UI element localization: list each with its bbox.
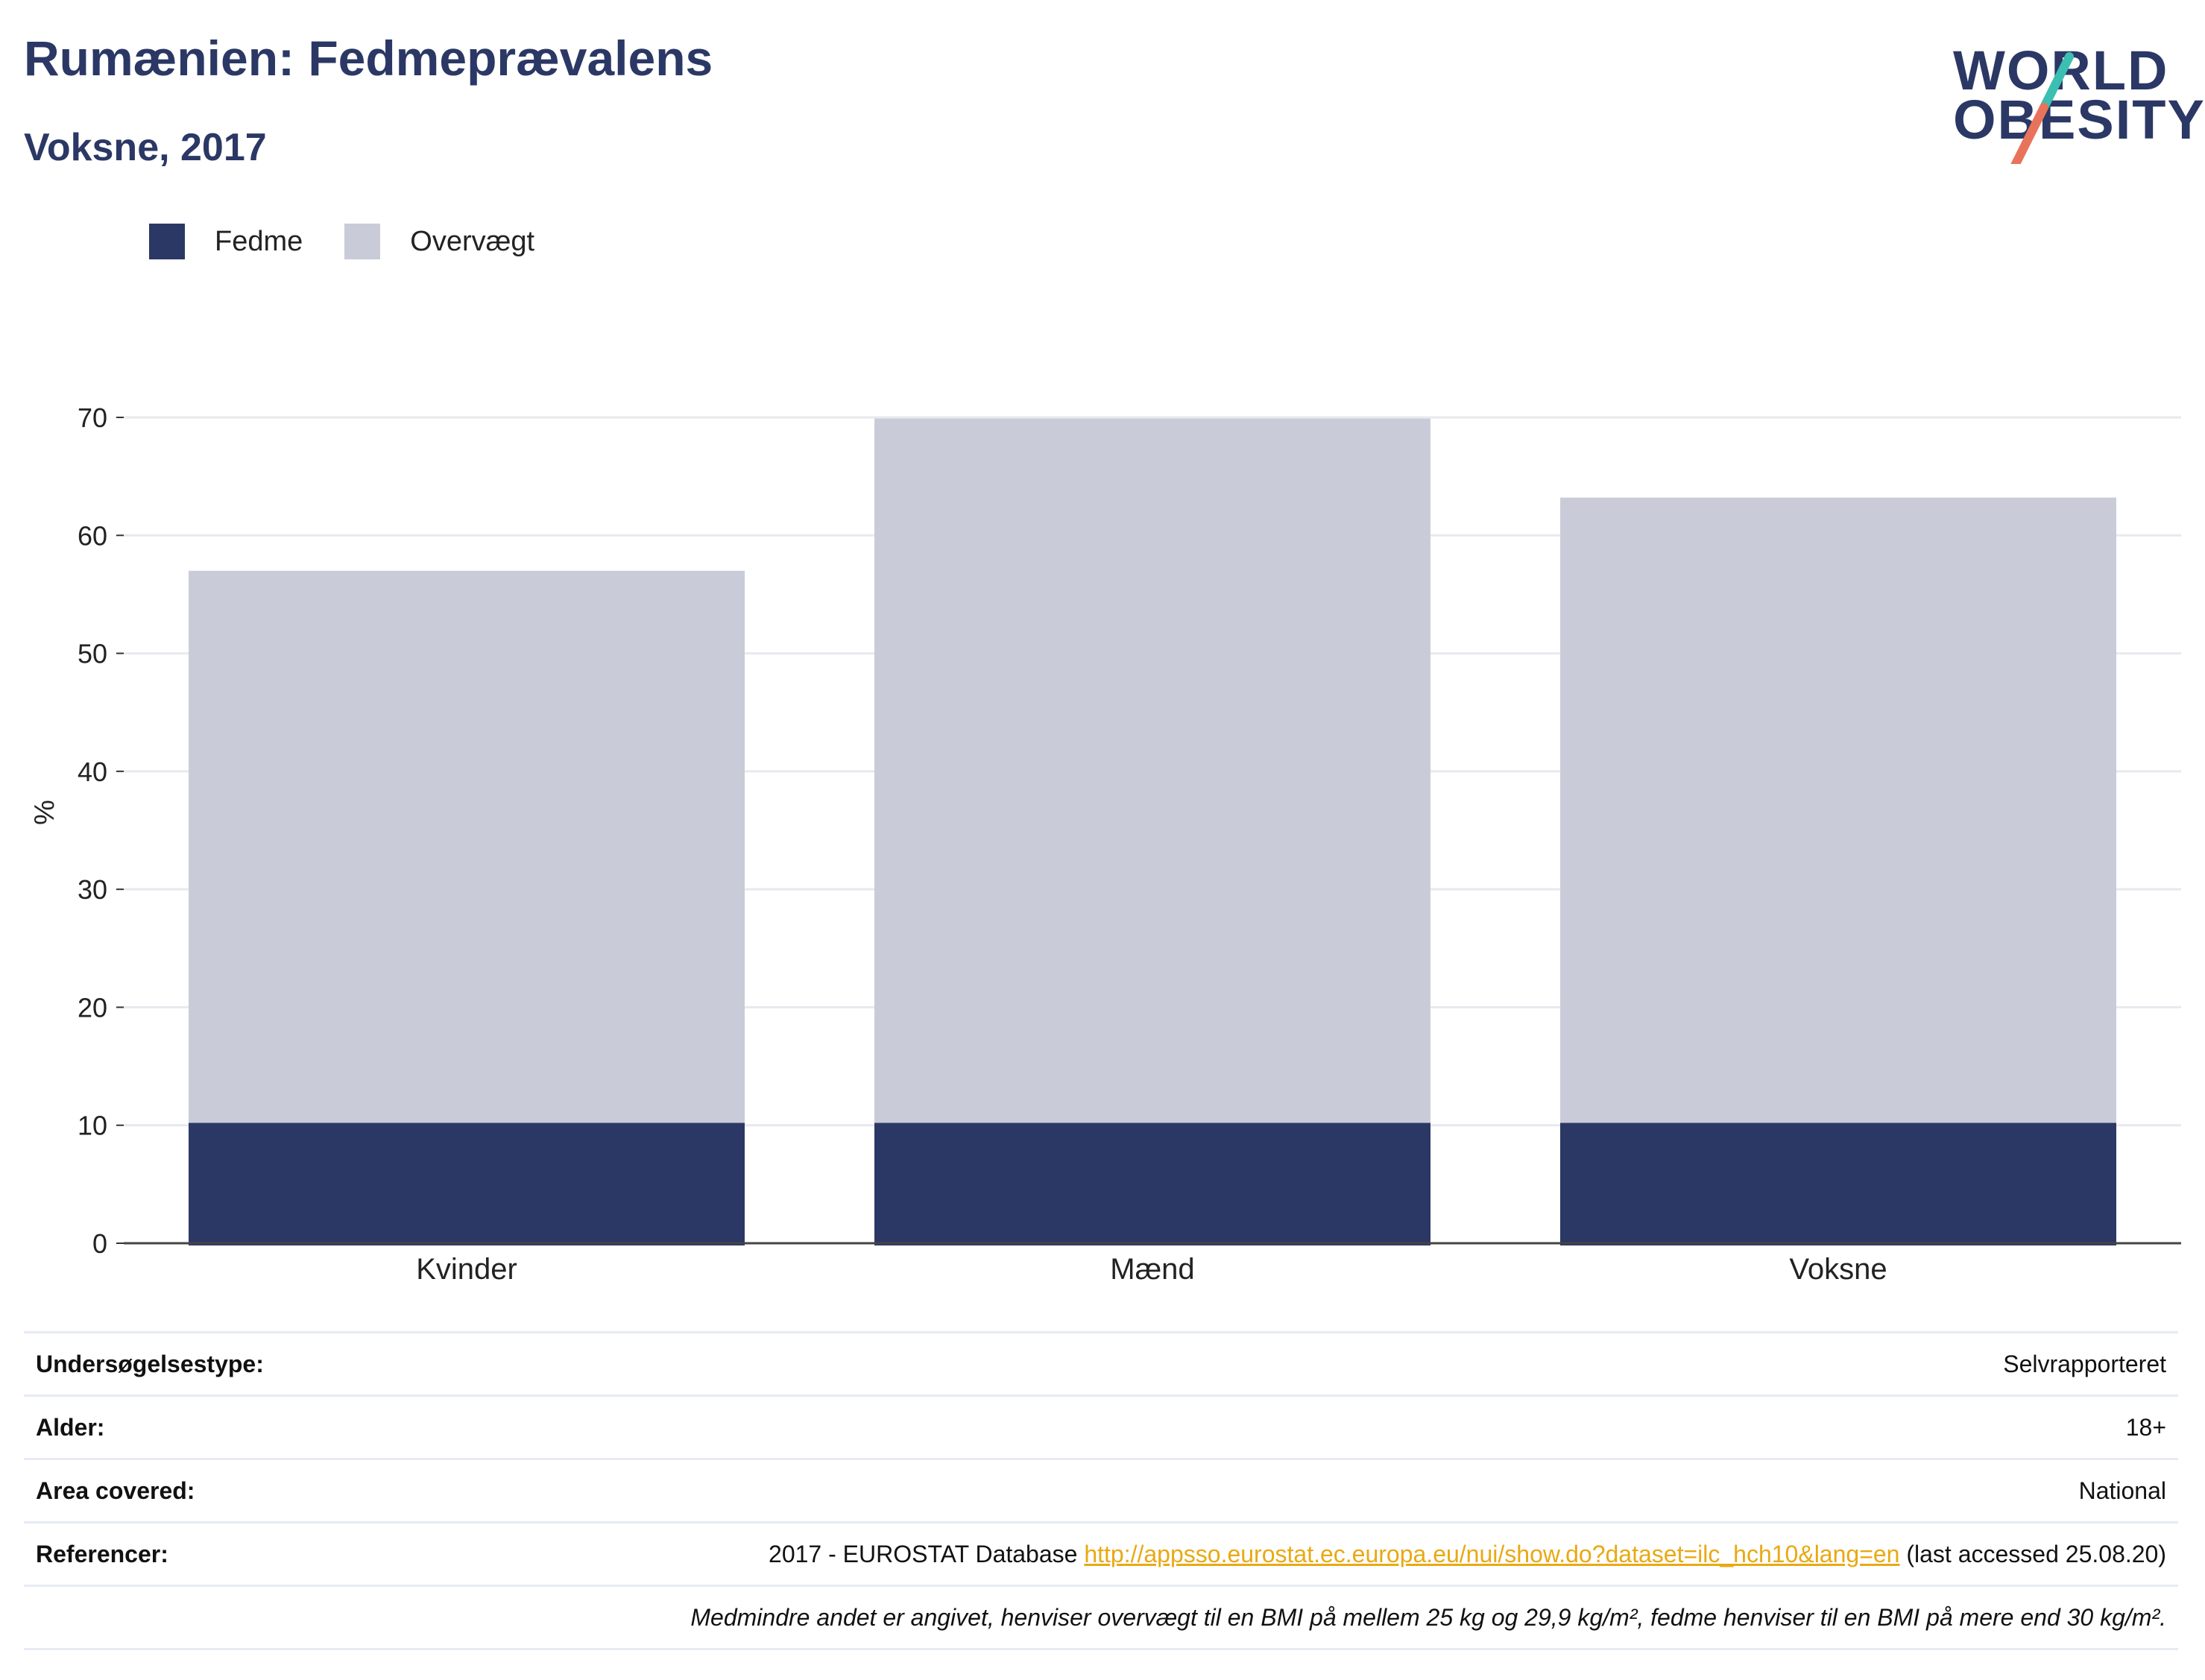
info-row-survey-type: Undersøgelsestype: Selvrapporteret [24,1331,2178,1395]
logo-slash-icon [2010,52,2074,164]
y-tick-label: 20 [78,992,107,1023]
logo-line-2: OBESITY [1953,89,2205,151]
info-table: Undersøgelsestype: Selvrapporteret Alder… [24,1331,2178,1650]
y-tick-label: 70 [78,402,107,433]
legend-item-overvaegt[interactable]: Overvægt [344,224,534,259]
info-row-note: Medmindre andet er angivet, henviser ove… [24,1585,2178,1650]
y-tick-label: 0 [92,1228,107,1259]
info-value-references: 2017 - EUROSTAT Database http://appsso.e… [769,1541,2178,1568]
x-tick-label: Kvinder [416,1253,517,1286]
legend-label-fedme: Fedme [215,225,303,257]
info-row-references: Referencer: 2017 - EUROSTAT Database htt… [24,1521,2178,1585]
bar-overv-gt-voksne [1560,497,2116,1245]
world-obesity-logo: WORLD OBESITY [1938,30,2204,164]
y-axis-label: % [29,800,60,825]
info-value-age: 18+ [2125,1413,2166,1441]
reference-suffix: (last accessed 25.08.20) [1899,1540,2166,1567]
bar-fedme-m-nd [874,1122,1430,1245]
definition-note: Medmindre andet er angivet, henviser ove… [690,1603,2166,1631]
info-row-age: Alder: 18+ [24,1395,2178,1458]
chart-legend: Fedme Overvægt [149,221,576,262]
reference-prefix: 2017 - EUROSTAT Database [769,1540,1085,1567]
bar-fedme-voksne [1560,1122,2116,1245]
x-tick-label: Mænd [1110,1253,1194,1286]
bar-overv-gt-m-nd [874,418,1430,1245]
legend-swatch-fedme [149,224,185,259]
bar-chart: 0 10 20 30 40 50 60 70% Kvinder Mænd Voksne [29,402,2181,1286]
bar-fedme-kvinder [189,1122,745,1245]
info-value-area: National [2078,1477,2166,1504]
reference-link[interactable]: http://appsso.eurostat.ec.europa.eu/nui/… [1084,1540,1900,1567]
chart-subtitle: Voksne, 2017 [24,126,267,169]
info-label-references: Referencer: [36,1540,168,1567]
y-tick-label: 50 [78,639,107,669]
info-value-survey-type: Selvrapporteret [2003,1350,2166,1377]
info-label-area: Area covered: [36,1477,195,1504]
chart-title: Rumænien: Fedmeprævalens [24,31,713,86]
info-label-age: Alder: [36,1413,105,1441]
legend-label-overvaegt: Overvægt [410,225,535,257]
info-row-area: Area covered: National [24,1458,2178,1521]
y-tick-label: 10 [78,1111,107,1141]
legend-swatch-overvaegt [344,224,381,259]
legend-item-fedme[interactable]: Fedme [149,224,303,259]
y-tick-label: 30 [78,874,107,905]
x-tick-label: Voksne [1789,1253,1887,1286]
info-label-survey-type: Undersøgelsestype: [36,1350,264,1377]
y-tick-label: 40 [78,757,107,787]
y-tick-label: 60 [78,520,107,551]
